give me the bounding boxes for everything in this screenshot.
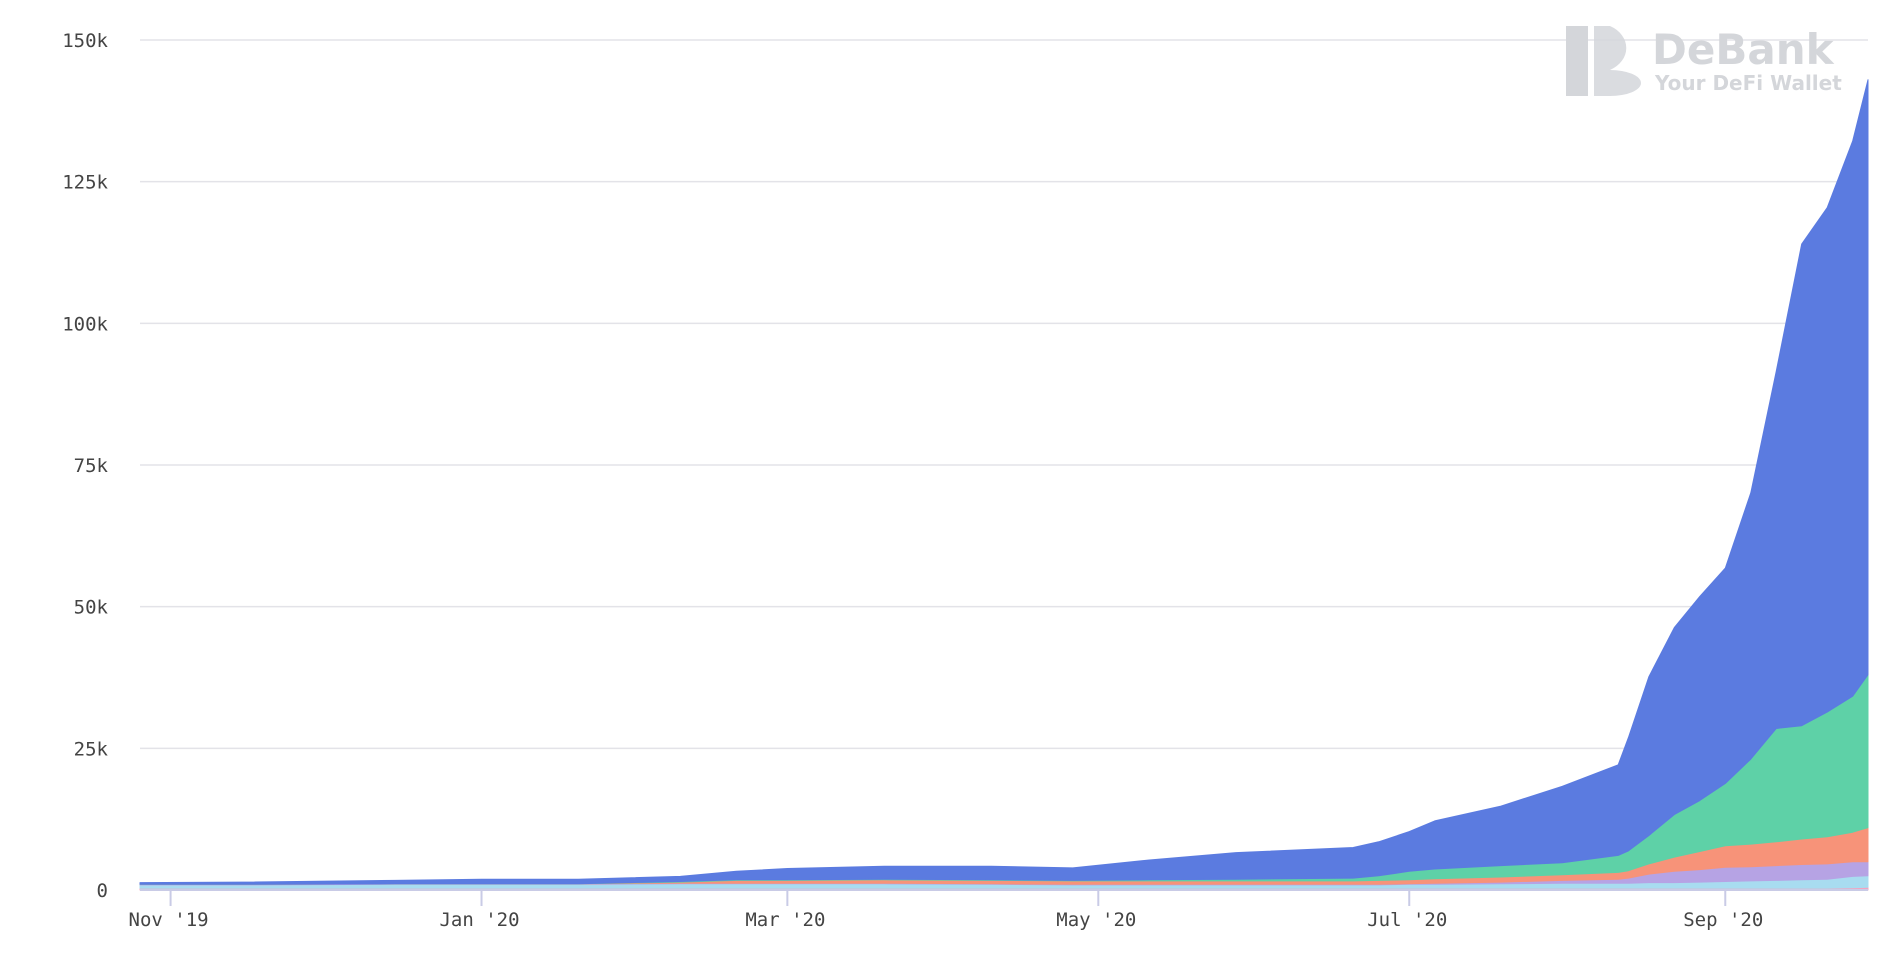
series-area-5	[139, 79, 1869, 885]
grid-lines	[140, 39, 1868, 750]
x-tick-label: Jul '20	[1367, 909, 1447, 931]
stacked-areas	[139, 79, 1869, 891]
watermark-title: DeBank	[1652, 25, 1835, 74]
watermark: DeBank Your DeFi Wallet	[1566, 25, 1842, 96]
x-tick-label: Nov '19	[129, 909, 209, 931]
y-tick-label: 150k	[62, 30, 108, 52]
x-axis: Nov '19 Jan '20 Mar '20 May '20 Jul '20 Sep '…	[129, 889, 1868, 931]
y-tick-label: 100k	[62, 313, 108, 335]
y-tick-label: 0	[97, 880, 108, 902]
y-axis: 0 25k 50k 75k 100k 125k 150k	[62, 30, 108, 902]
x-tick-label: Jan '20	[439, 909, 519, 931]
y-tick-label: 50k	[74, 597, 109, 619]
y-tick-label: 125k	[62, 172, 108, 194]
y-tick-label: 75k	[74, 455, 109, 477]
watermark-subtitle: Your DeFi Wallet	[1654, 71, 1842, 95]
y-tick-label: 25k	[74, 738, 109, 760]
debank-logo-icon	[1566, 26, 1641, 96]
x-tick-label: Sep '20	[1683, 909, 1763, 931]
x-tick-label: Mar '20	[745, 909, 825, 931]
x-tick-label: May '20	[1056, 909, 1136, 931]
